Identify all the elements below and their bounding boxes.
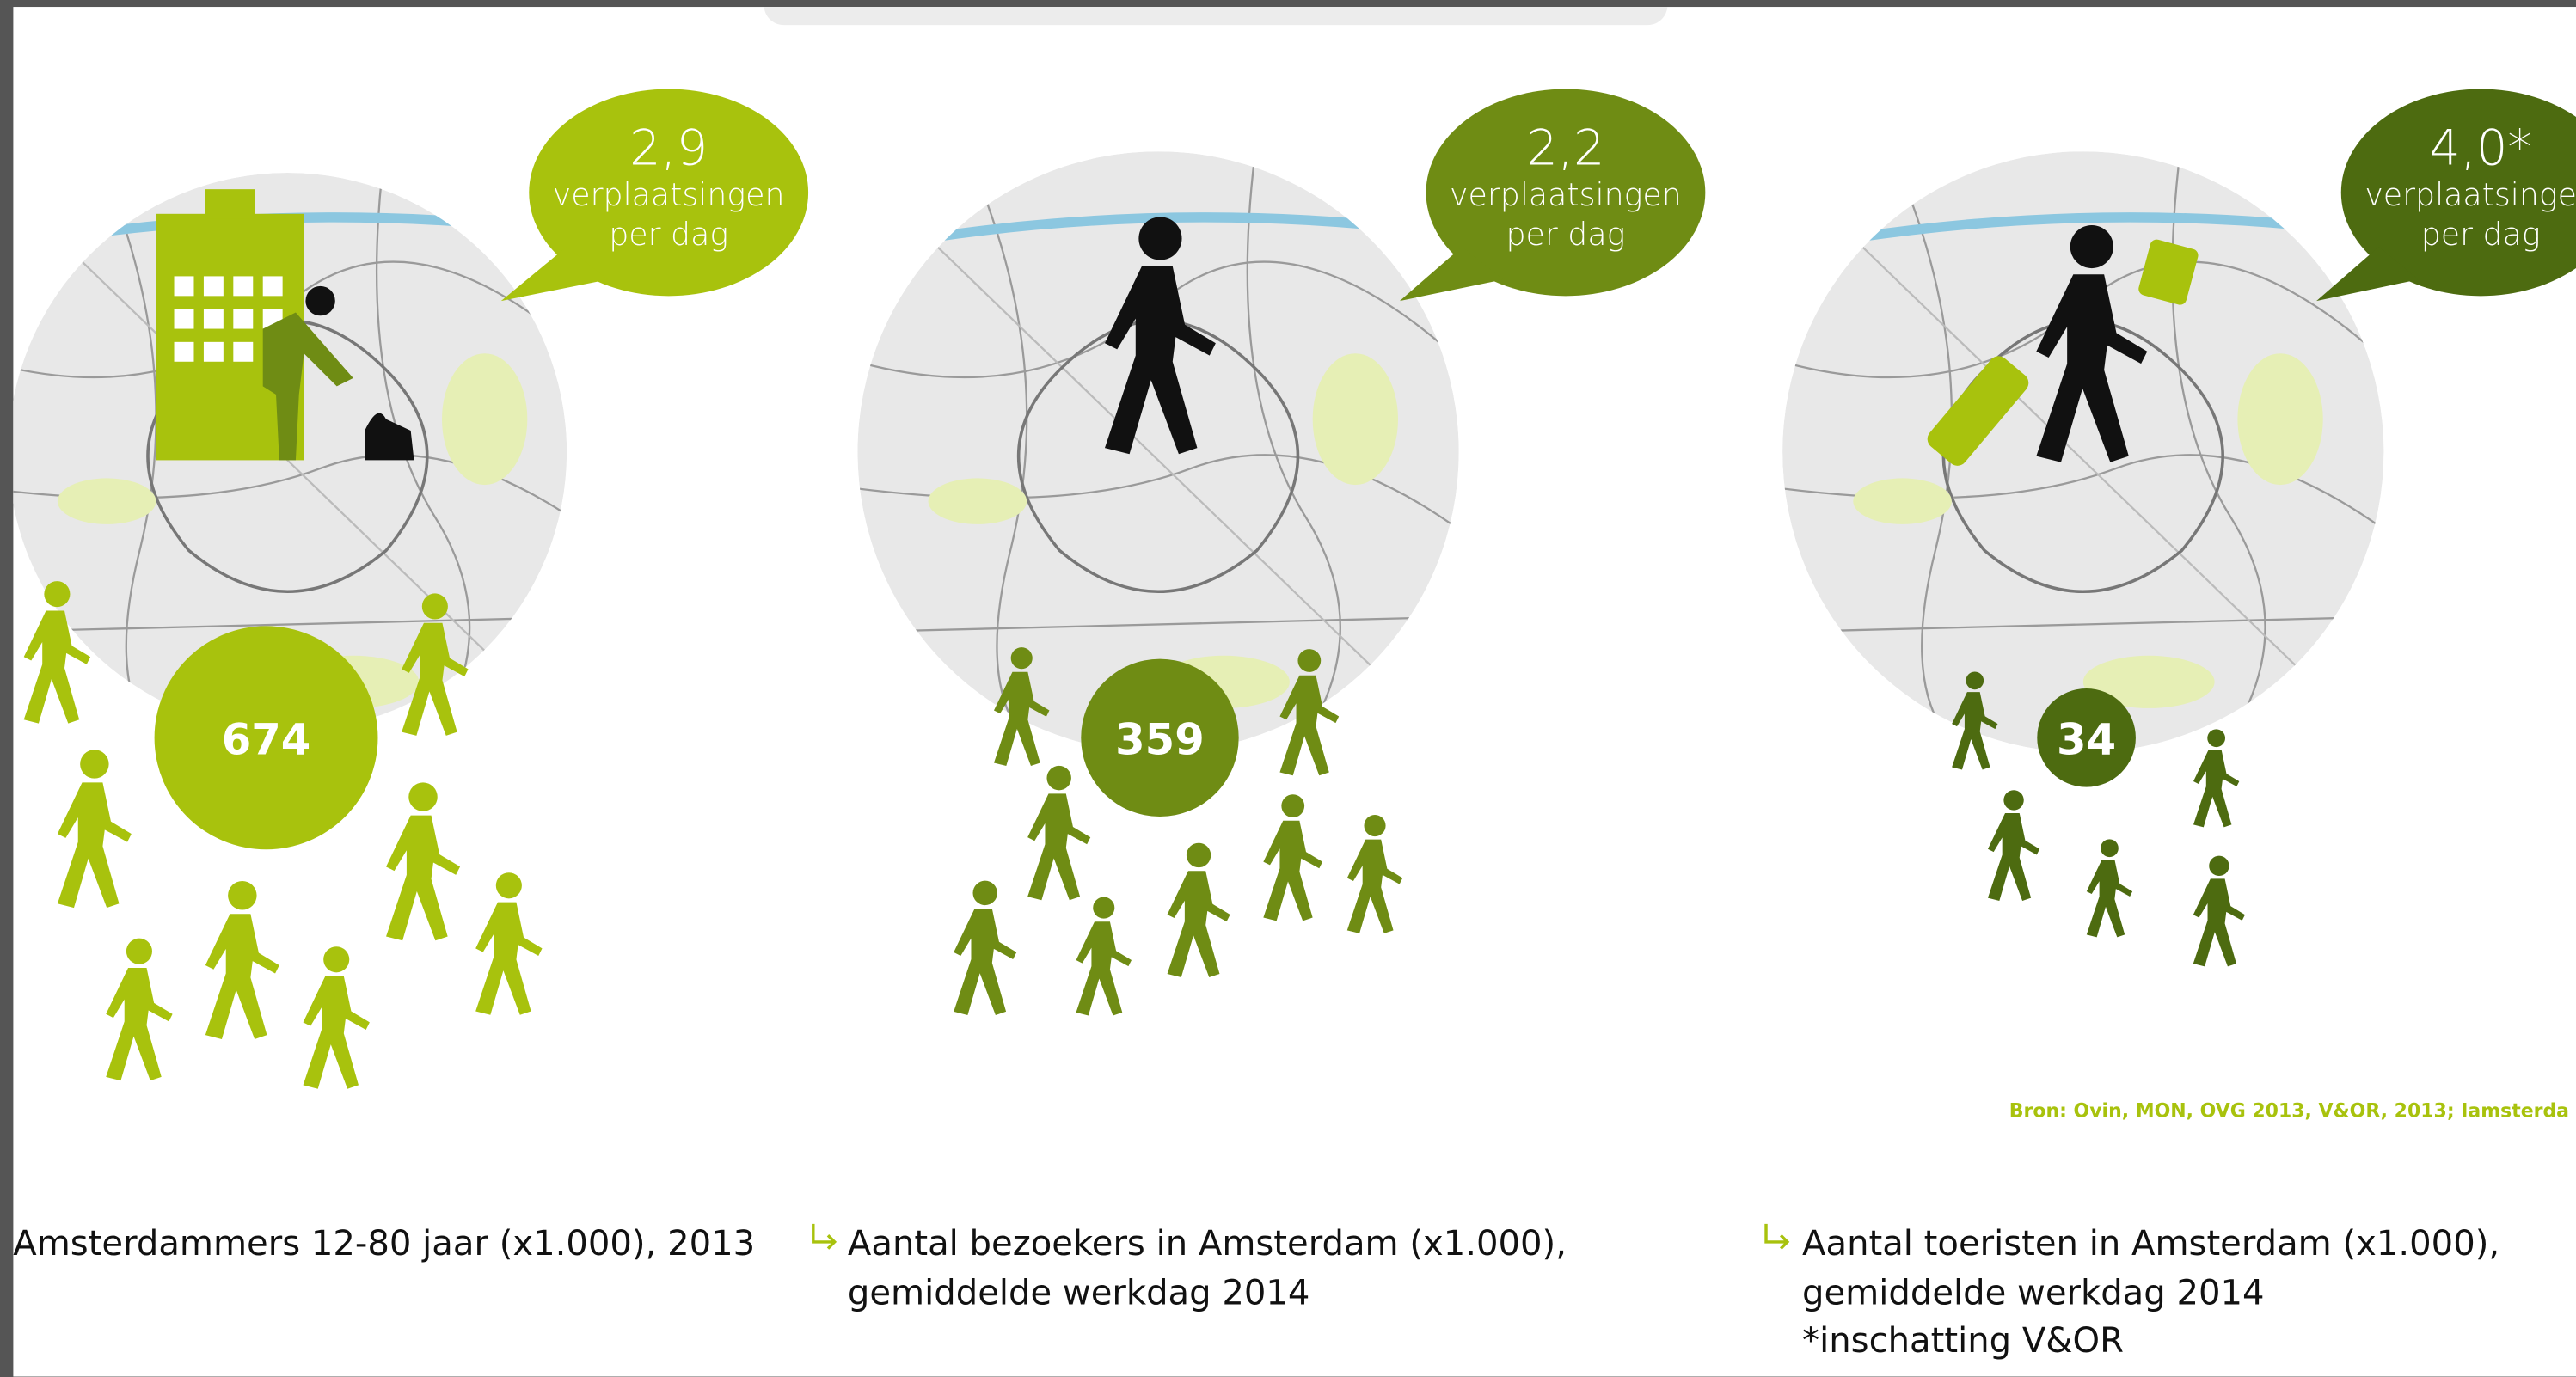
panel: 2,2 verplaatsingen per dag 359 — [830, 89, 1706, 1016]
count: 674 — [222, 714, 311, 764]
speech-bubble — [2340, 89, 2576, 297]
panel: 2,9 verplaatsingen per dag 674 — [13, 89, 809, 1089]
caption-arrows — [812, 1223, 1790, 1250]
caption-line: Amsterdammers 12-80 jaar (x1.000), 2013 — [13, 1224, 755, 1264]
caption-line: *inschatting V&OR — [1802, 1321, 2124, 1361]
speech-bubble — [529, 89, 809, 297]
map — [1782, 140, 2412, 780]
rate-unit: verplaatsingen — [1450, 176, 1682, 213]
count: 34 — [2057, 714, 2116, 764]
source: Bron: Ovin, MON, OVG 2013, V&OR, 2013; I… — [2009, 1101, 2569, 1123]
rate-per: per dag — [1506, 216, 1625, 253]
count-circle — [2037, 688, 2136, 787]
rate-unit: verplaatsingen — [2364, 176, 2576, 213]
top-bar — [764, 7, 1668, 26]
count-circle — [154, 626, 378, 850]
caption-line: gemiddelde werkdag 2014 — [848, 1274, 1310, 1313]
speech-bubble-tail — [1399, 247, 1504, 302]
rate-per: per dag — [609, 216, 728, 253]
map — [830, 140, 1459, 780]
panel: 4,0* verplaatsingen per dag 34 — [1782, 89, 2576, 967]
speech-bubble-tail — [2316, 247, 2419, 302]
caption-line: Aantal toeristen in Amsterdam (x1.000), — [1802, 1224, 2499, 1264]
caption-line: gemiddelde werkdag 2014 — [1802, 1274, 2265, 1313]
rate: 4,0* — [2429, 119, 2532, 176]
rate-per: per dag — [2421, 216, 2541, 253]
rate-unit: verplaatsingen — [553, 176, 785, 213]
speech-bubble — [1426, 89, 1706, 297]
rate: 2,2 — [1526, 119, 1604, 176]
caption-line: Aantal bezoekers in Amsterdam (x1.000), — [848, 1224, 1567, 1264]
building-icon — [156, 189, 414, 461]
count: 359 — [1115, 714, 1205, 764]
tourist-icon — [1927, 224, 2199, 466]
rate: 2,9 — [629, 119, 708, 176]
count-circle — [1081, 658, 1239, 817]
speech-bubble-tail — [500, 247, 608, 302]
